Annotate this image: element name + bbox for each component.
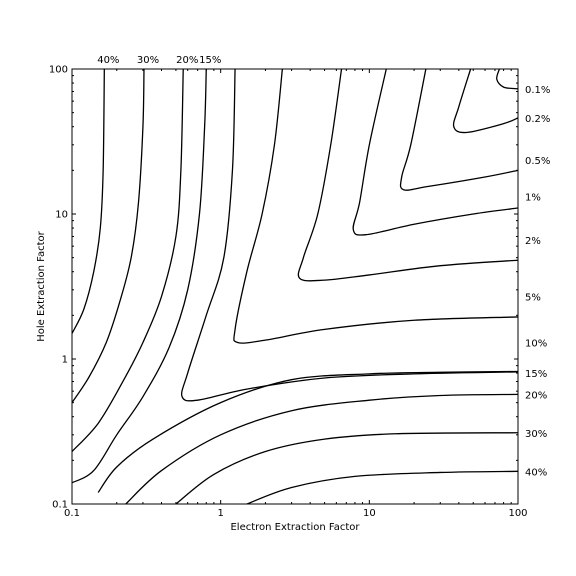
x-tick-label: 100: [508, 508, 527, 519]
contour-line: [71, 68, 184, 452]
right-contour-label: 1%: [525, 193, 541, 204]
x-axis-label: Electron Extraction Factor: [230, 522, 360, 533]
y-axis-label: Hole Extraction Factor: [36, 230, 47, 341]
contour-line: [97, 370, 519, 493]
ticks: [71, 68, 519, 505]
right-contour-label: 0.2%: [525, 114, 550, 125]
contour-line: [496, 68, 519, 90]
plot-area: [71, 68, 519, 505]
contour-lines: [71, 68, 519, 505]
top-contour-label: 40%: [97, 55, 119, 66]
right-contour-label: 5%: [525, 292, 541, 303]
contour-line: [125, 393, 519, 505]
contour-line: [452, 68, 519, 134]
right-contour-label: 20%: [525, 390, 547, 401]
x-tick-label: 1: [217, 508, 223, 519]
contour-line: [71, 68, 207, 484]
x-tick-labels: 0.1 1 10 100: [64, 508, 528, 519]
contour-line: [399, 68, 519, 191]
right-contour-label: 2%: [525, 236, 541, 247]
contour-line: [71, 68, 145, 404]
top-contour-label: 30%: [137, 55, 159, 66]
plot-frame: [71, 68, 519, 505]
contour-line: [175, 432, 519, 505]
contour-line: [233, 68, 519, 344]
y-tick-label: 10: [55, 210, 68, 221]
right-contour-label: 30%: [525, 429, 547, 440]
contour-line: [181, 68, 519, 402]
top-contour-label: 15%: [199, 55, 221, 66]
contour-line: [352, 68, 519, 236]
right-contour-label: 10%: [525, 338, 547, 349]
y-tick-label: 100: [49, 65, 68, 76]
right-contour-label: 15%: [525, 369, 547, 380]
x-tick-label: 10: [363, 508, 376, 519]
y-tick-label: 0.1: [52, 500, 68, 511]
y-tick-labels: 0.1 1 10 100: [49, 65, 68, 511]
y-tick-label: 1: [62, 355, 68, 366]
contour-line: [71, 68, 105, 334]
x-tick-label: 0.1: [64, 508, 80, 519]
right-contour-label: 0.1%: [525, 85, 550, 96]
top-contour-label: 20%: [176, 55, 198, 66]
right-contour-label: 40%: [525, 467, 547, 478]
contour-line: [246, 470, 519, 505]
top-contour-labels: 40% 30% 20% 15%: [97, 55, 221, 66]
right-contour-labels: 0.1% 0.2% 0.5% 1% 2% 5% 10% 15% 20% 30% 40%: [525, 85, 550, 479]
right-contour-label: 0.5%: [525, 156, 550, 167]
contour-line: [297, 68, 519, 282]
